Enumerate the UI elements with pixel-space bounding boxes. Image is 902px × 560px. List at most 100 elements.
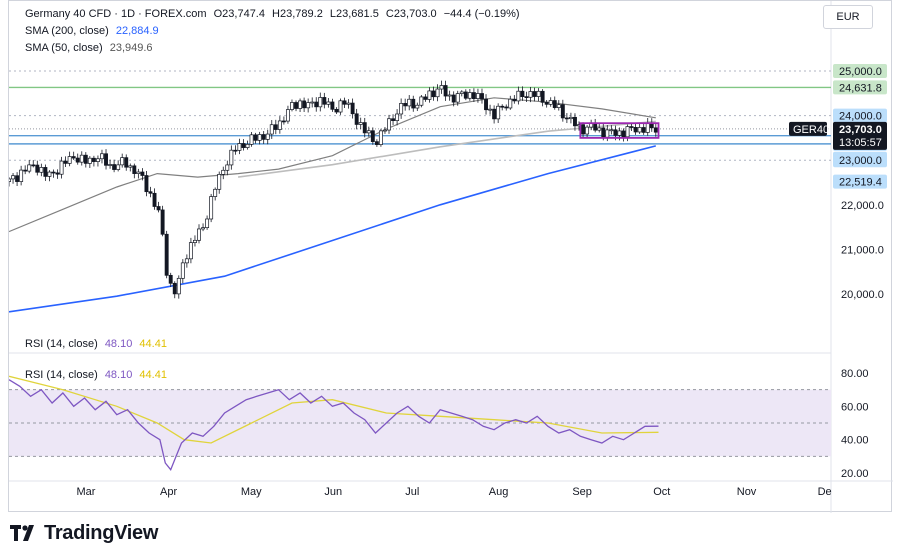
sma200-value: 22,884.9 [115, 25, 159, 37]
candle-down [253, 134, 258, 141]
rsi-label-pane: RSI (14, close) [25, 369, 98, 381]
candle-up [637, 127, 642, 133]
price-tag-box [833, 108, 887, 123]
countdown-label: 13:05:57 [839, 137, 882, 149]
candle-up [383, 129, 387, 132]
candle-down [342, 100, 347, 105]
candle-down [544, 101, 549, 105]
candle-down [91, 157, 96, 162]
candle-up [617, 130, 622, 136]
candle-up [221, 169, 226, 175]
sma50-legend[interactable]: SMA (50, close) 23,949.6 [25, 42, 157, 54]
candle-up [19, 169, 24, 182]
candle-up [419, 96, 424, 106]
price-tag-box [833, 80, 887, 95]
candle-up [9, 178, 11, 182]
candle-up [568, 116, 573, 120]
price-tag-label: 24,631.8 [839, 82, 882, 94]
rsi-legend-pane[interactable]: RSI (14, close) 48.10 44.41 [25, 369, 171, 381]
candle-up [439, 85, 444, 90]
price-chart[interactable]: 20,000.0 21,000.0 22,000.0 25,000.0 24,631.8… [9, 1, 893, 513]
candle-down [524, 96, 529, 98]
candle-down [261, 134, 266, 140]
candle-down [164, 233, 169, 276]
candle-down [241, 143, 246, 148]
candle-down [156, 206, 161, 211]
time-tick-label: Apr [160, 486, 177, 498]
candle-up [488, 108, 493, 111]
candle-down [43, 167, 48, 177]
candle-down [500, 105, 505, 108]
candle-up [536, 90, 541, 97]
rsi-tick-label: 60.00 [841, 401, 869, 413]
candle-up [47, 171, 52, 177]
candle-down [629, 126, 634, 128]
candle-up [201, 227, 205, 230]
candle-down [294, 102, 298, 109]
time-tick-label: Aug [489, 486, 509, 498]
rsi-ma-value-pane: 44.41 [139, 369, 167, 381]
tradingview-logo-icon [10, 525, 34, 541]
candle-down [370, 130, 375, 142]
price-tag-box [833, 174, 887, 189]
candle-down [471, 92, 476, 99]
candle-down [540, 90, 545, 103]
candle-down [621, 130, 626, 138]
candle-up [257, 134, 262, 141]
symbol-name[interactable]: Germany 40 CFD · 1D · FOREX.com [25, 8, 207, 20]
candle-down [391, 118, 395, 121]
candle-up [556, 104, 561, 108]
candle-up [184, 258, 189, 264]
price-tag-label: 24,000.0 [839, 111, 882, 123]
candle-down [403, 103, 408, 107]
price-tag-box [833, 64, 887, 78]
candle-down [443, 85, 448, 97]
candle-up [205, 218, 210, 228]
ohlc-close: C23,703.0 [385, 8, 437, 20]
candle-up [548, 100, 553, 105]
candle-up [625, 126, 630, 138]
consolidation-box [579, 122, 660, 139]
candle-up [415, 104, 420, 109]
candle-down [302, 100, 307, 109]
candle-down [132, 165, 137, 174]
candle-up [120, 157, 125, 166]
candle-up [229, 149, 234, 166]
candle-down [51, 171, 56, 174]
candle-down [484, 98, 488, 111]
sma50-label: SMA (50, close) [25, 42, 103, 54]
candle-down [124, 157, 129, 168]
rsi-label: RSI (14, close) [25, 338, 98, 350]
candle-down [334, 108, 339, 113]
time-tick-label: May [241, 486, 262, 498]
candle-up [213, 188, 218, 197]
rsi-ma-value: 44.41 [139, 338, 167, 350]
candle-up [387, 118, 391, 131]
candle-up [237, 143, 242, 151]
rsi-legend-main[interactable]: RSI (14, close) 48.10 44.41 [25, 338, 171, 350]
tradingview-logo[interactable]: TradingView [10, 520, 158, 546]
current-price-tag [833, 121, 887, 150]
sma200-legend[interactable]: SMA (200, close) 22,884.9 [25, 25, 163, 37]
candle-down [613, 129, 618, 136]
candle-down [281, 120, 286, 123]
sma200-label: SMA (200, close) [25, 25, 109, 37]
candle-down [564, 117, 569, 120]
candle-up [318, 97, 323, 108]
current-symbol-label: GER40 [793, 124, 829, 136]
candle-up [59, 160, 64, 175]
rsi-tick-label: 20.00 [841, 468, 869, 480]
candle-down [35, 164, 40, 173]
candle-up [39, 167, 44, 173]
candle-down [314, 101, 319, 108]
candle-up [225, 164, 230, 171]
price-tick-label: 22,000.0 [841, 200, 884, 212]
candle-down [573, 116, 577, 127]
currency-button[interactable]: EUR [823, 5, 873, 29]
candle-down [374, 141, 379, 145]
time-tick-label: Jul [405, 486, 419, 498]
candle-up [95, 158, 100, 162]
candle-down [423, 96, 428, 100]
candle-up [67, 156, 72, 164]
candle-down [552, 100, 557, 108]
